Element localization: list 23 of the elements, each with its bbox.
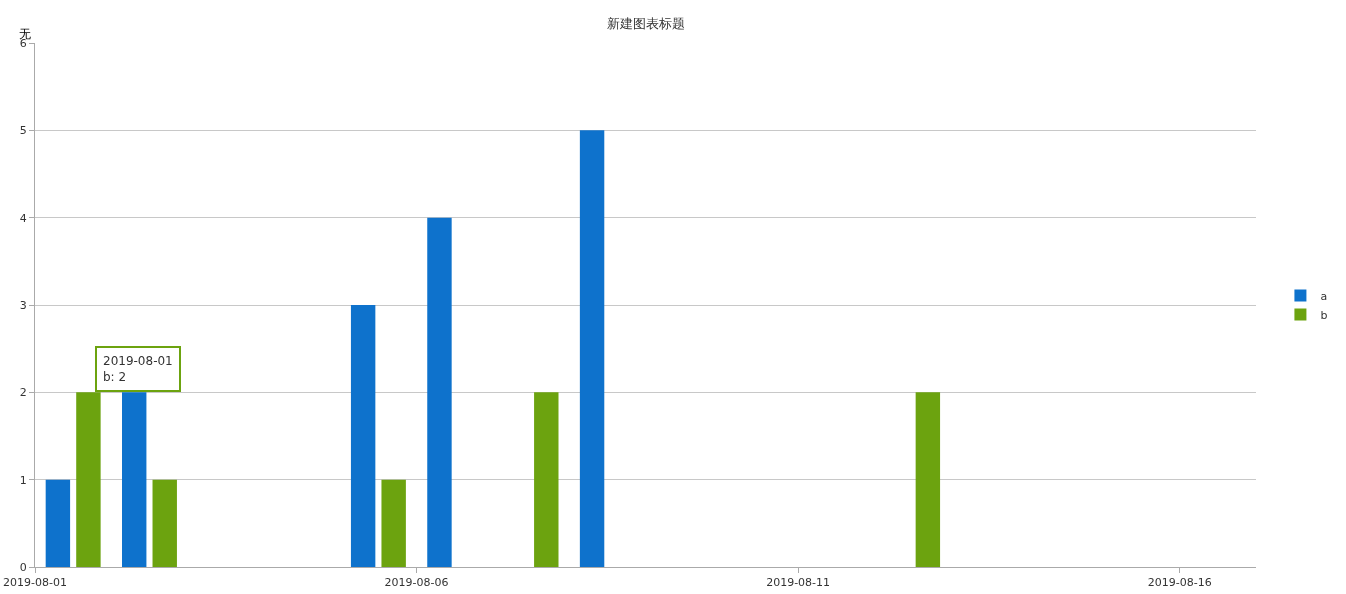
y-tick-label: 3 (19, 298, 27, 312)
y-tick-label: 4 (19, 211, 27, 225)
bar (350, 305, 376, 567)
y-tick-label: 5 (19, 124, 27, 138)
bar (122, 392, 147, 567)
y-tick-label: 0 (19, 560, 27, 574)
x-tick-label: 2019-08-16 (1147, 576, 1212, 590)
x-tick-label: 2019-08-06 (384, 576, 449, 590)
bar (381, 479, 406, 567)
legend-label: b (1320, 308, 1328, 322)
x-tick-label: 2019-08-01 (3, 576, 67, 590)
bar (45, 479, 71, 567)
x-tick-label: 2019-08-11 (766, 576, 831, 590)
bar (152, 479, 177, 567)
bar (915, 392, 941, 567)
y-tick-label: 2 (19, 386, 27, 400)
bar (427, 217, 452, 567)
legend-label: a (1320, 289, 1328, 303)
y-tick-label: 1 (19, 473, 27, 487)
bar (534, 392, 559, 567)
annotation: 2019-08-01 b: 2 (103, 354, 173, 384)
chart-title: 新建图表标题 (607, 16, 685, 31)
bar (579, 130, 605, 567)
